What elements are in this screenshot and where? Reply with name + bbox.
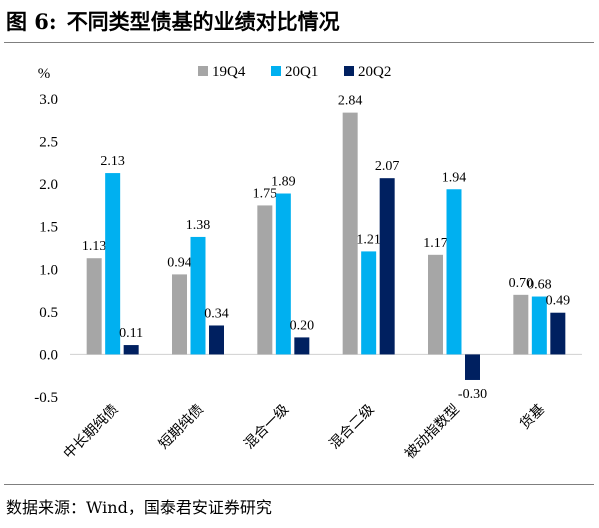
data-label-19q4: 1.13 — [82, 239, 107, 254]
legend-label-19q4: 19Q4 — [212, 64, 246, 80]
bar-19q4 — [342, 112, 358, 355]
bar-19q4 — [86, 258, 102, 355]
legend-label-20q1: 20Q1 — [285, 64, 318, 80]
bar-20q1 — [105, 173, 121, 355]
source-note: 数据来源：Wind，国泰君安证券研究 — [6, 498, 272, 517]
bar-20q2 — [465, 354, 480, 380]
legend-swatch-20q1 — [271, 66, 281, 76]
bar-19q4 — [428, 254, 443, 355]
x-category-label: 混合二级 — [327, 402, 378, 453]
bar-20q2 — [294, 337, 310, 355]
y-tick-label: 1.5 — [39, 220, 58, 236]
data-label-19q4: 2.84 — [338, 94, 363, 109]
bar-20q1 — [361, 251, 377, 355]
data-label-20q1: 1.38 — [186, 218, 211, 233]
data-label-19q4: 0.70 — [509, 276, 534, 291]
bar-19q4 — [513, 294, 529, 355]
x-category-label: 中长期纯债 — [61, 402, 122, 463]
legend-swatch-19q4 — [198, 66, 208, 76]
data-label-19q4: 1.75 — [253, 186, 278, 201]
y-tick-label: -0.5 — [34, 390, 58, 406]
y-axis-unit-label: % — [38, 66, 51, 82]
data-label-20q2: 2.07 — [375, 159, 400, 174]
y-tick-label: 0.0 — [39, 347, 58, 363]
data-label-20q2: 0.11 — [119, 326, 143, 341]
bottom-rule — [4, 484, 594, 485]
bar-20q1 — [446, 189, 462, 355]
bar-20q1 — [275, 193, 291, 355]
data-label-20q1: 2.13 — [100, 154, 125, 169]
bar-20q1 — [190, 236, 206, 355]
bar-20q2 — [209, 325, 224, 355]
x-category-label: 货基 — [516, 401, 548, 433]
figure-label: 图 6: — [6, 9, 57, 34]
bar-19q4 — [172, 274, 187, 355]
data-label-19q4: 1.17 — [423, 236, 448, 251]
x-category-label: 混合一级 — [241, 402, 292, 453]
data-label-20q2: 0.34 — [204, 306, 229, 321]
data-label-19q4: 0.94 — [167, 255, 192, 270]
y-tick-label: 1.0 — [39, 262, 58, 278]
x-category-label: 短期纯债 — [156, 402, 207, 453]
data-label-20q1: 1.89 — [271, 175, 296, 190]
bar-19q4 — [257, 205, 273, 355]
bar-20q1 — [531, 296, 547, 355]
y-tick-label: 0.5 — [39, 305, 58, 321]
data-label-20q1: 1.21 — [356, 232, 381, 247]
bar-chart: % -0.5 0.0 0.5 1.0 1.5 2.0 2.5 3.0 19Q4 20Q1 20Q2 1.… — [34, 64, 582, 463]
y-tick-label: 3.0 — [39, 92, 58, 108]
x-category-label: 被动指数型 — [402, 402, 463, 463]
data-label-20q1: 0.68 — [527, 278, 552, 293]
legend-label-20q2: 20Q2 — [358, 64, 391, 80]
data-label-20q2: -0.30 — [458, 387, 487, 402]
figure-title: 图 6: 不同类型债基的业绩对比情况 — [6, 6, 340, 36]
data-label-20q1: 1.94 — [442, 170, 467, 185]
top-rule — [4, 42, 594, 43]
bar-20q2 — [550, 312, 566, 355]
y-tick-label: 2.0 — [39, 177, 58, 193]
data-label-20q2: 0.49 — [546, 294, 571, 309]
bar-20q2 — [379, 178, 395, 355]
data-label-20q2: 0.20 — [290, 318, 315, 333]
y-tick-label: 2.5 — [39, 135, 58, 151]
bar-20q2 — [123, 345, 139, 355]
legend-swatch-20q2 — [344, 66, 354, 76]
figure-title-text: 不同类型债基的业绩对比情况 — [66, 9, 340, 34]
